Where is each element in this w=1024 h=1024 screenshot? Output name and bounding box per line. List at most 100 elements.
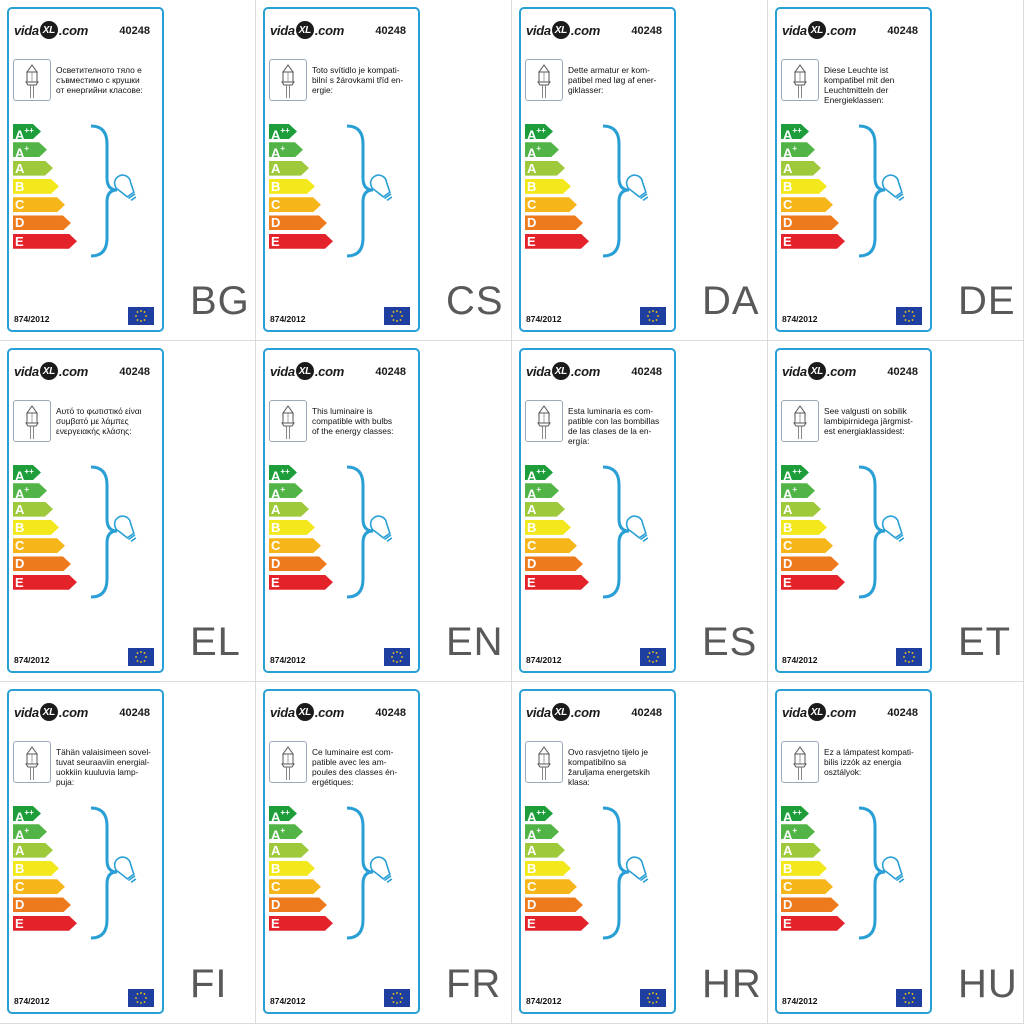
- energy-class-plus: +: [536, 826, 542, 836]
- energy-class-letter: D: [527, 215, 537, 231]
- label-cell-bg: vida XL .com 40248 Осветителното тяло е съ…: [0, 0, 256, 341]
- energy-class-letter: A: [783, 501, 793, 517]
- lamp-icon: [781, 400, 819, 442]
- brand-mark: XL: [807, 21, 826, 39]
- energy-class-plus: ++: [280, 467, 290, 476]
- energy-class-bar: A++: [269, 806, 297, 821]
- brace-bulb-icon: [858, 806, 905, 940]
- energy-class-letter: A: [15, 145, 25, 161]
- eu-flag-icon: [384, 989, 410, 1007]
- brand-suffix: .com: [314, 704, 344, 720]
- brand-logo: vida XL .com: [14, 362, 88, 380]
- brand-mark: XL: [551, 362, 570, 380]
- energy-class-bar: A+: [269, 824, 303, 839]
- energy-class-letter: B: [783, 178, 793, 194]
- brand-mark: XL: [551, 21, 570, 39]
- eu-flag-icon: [128, 307, 154, 325]
- energy-class-letter: E: [527, 233, 536, 249]
- energy-class-letter: A: [527, 809, 537, 825]
- regulation-number: 874/2012: [270, 996, 306, 1006]
- brand-prefix: vida: [782, 363, 807, 379]
- brand-suffix: .com: [570, 704, 600, 720]
- label-cell-de: vida XL .com 40248 Diese Leuchte ist kompa…: [768, 0, 1024, 341]
- energy-class-letter: D: [271, 556, 281, 572]
- energy-class-letter: D: [15, 215, 25, 231]
- energy-label-card: vida XL .com 40248 See valgusti on sobilik…: [775, 348, 932, 673]
- energy-class-letter: D: [527, 897, 537, 913]
- energy-class-letter: A: [271, 468, 281, 484]
- energy-class-plus: +: [24, 144, 30, 154]
- energy-class-bar: A++: [525, 124, 553, 139]
- compatibility-text: Esta luminaria es com- patible con las b…: [568, 406, 660, 446]
- energy-class-scale: A++ A+ A B C D E: [13, 806, 77, 934]
- energy-class-bar: A+: [525, 483, 559, 498]
- energy-class-bar: D: [269, 897, 327, 912]
- energy-class-letter: B: [271, 860, 281, 876]
- energy-class-bar: A+: [525, 824, 559, 839]
- energy-class-bar: A++: [781, 806, 809, 821]
- compatibility-text: Αυτό το φωτιστικό είναι συμβατό με λάμπε…: [56, 406, 142, 436]
- energy-class-letter: A: [15, 127, 25, 143]
- energy-class-letter: C: [271, 538, 281, 554]
- label-cell-hr: vida XL .com 40248 Ovo rasvjetno tijelo je…: [512, 682, 768, 1024]
- compatibility-text: Ovo rasvjetno tijelo je kompatibilno sa …: [568, 747, 650, 787]
- regulation-number: 874/2012: [526, 314, 562, 324]
- energy-class-bar: E: [525, 234, 589, 249]
- energy-class-plus: +: [792, 144, 798, 154]
- energy-class-letter: B: [527, 860, 537, 876]
- lamp-icon: [13, 400, 51, 442]
- compatibility-text: Toto svítidlo je kompati- bilní s žárovk…: [312, 65, 404, 95]
- eu-flag-icon: [384, 307, 410, 325]
- energy-class-bar: E: [13, 916, 77, 931]
- energy-class-bar: E: [781, 575, 845, 590]
- energy-class-bar: E: [13, 575, 77, 590]
- energy-class-bar: A++: [781, 124, 809, 139]
- energy-class-letter: B: [15, 178, 25, 194]
- energy-class-letter: A: [783, 809, 793, 825]
- energy-class-bar: C: [525, 538, 577, 553]
- lamp-icon: [781, 59, 819, 101]
- energy-class-letter: E: [271, 574, 280, 590]
- brand-logo: vida XL .com: [526, 362, 600, 380]
- energy-class-bar: C: [13, 197, 65, 212]
- energy-class-bar: E: [269, 234, 333, 249]
- energy-class-letter: A: [527, 827, 537, 843]
- energy-class-bar: A++: [269, 124, 297, 139]
- brace-bulb-icon: [602, 806, 649, 940]
- label-cell-es: vida XL .com 40248 Esta luminaria es com- …: [512, 341, 768, 682]
- energy-class-bar: E: [781, 234, 845, 249]
- brand-logo: vida XL .com: [526, 21, 600, 39]
- energy-class-letter: E: [527, 574, 536, 590]
- energy-class-letter: A: [271, 501, 281, 517]
- energy-class-letter: A: [271, 827, 281, 843]
- model-number: 40248: [887, 707, 918, 719]
- energy-class-letter: A: [271, 127, 281, 143]
- energy-class-letter: B: [15, 519, 25, 535]
- brace-bulb-icon: [90, 806, 137, 940]
- energy-class-letter: E: [527, 915, 536, 931]
- brace-bulb-icon: [858, 124, 905, 258]
- energy-class-scale: A++ A+ A B C D E: [13, 465, 77, 593]
- brace-bulb-icon: [602, 124, 649, 258]
- energy-class-bar: A: [269, 161, 309, 176]
- energy-class-letter: A: [527, 127, 537, 143]
- model-number: 40248: [631, 25, 662, 37]
- brand-suffix: .com: [826, 22, 856, 38]
- energy-class-bar: D: [269, 215, 327, 230]
- energy-label-card: vida XL .com 40248 Diese Leuchte ist kompa…: [775, 7, 932, 332]
- energy-class-bar: A: [269, 843, 309, 858]
- brace-bulb-icon: [90, 124, 137, 258]
- energy-class-plus: +: [280, 485, 286, 495]
- energy-class-bar: A: [13, 843, 53, 858]
- energy-class-bar: A+: [13, 142, 47, 157]
- lamp-icon: [269, 59, 307, 101]
- compatibility-text: Осветителното тяло е съвместимо с крушки…: [56, 65, 143, 95]
- brand-mark: XL: [295, 362, 314, 380]
- energy-class-letter: D: [527, 556, 537, 572]
- brand-prefix: vida: [782, 704, 807, 720]
- eu-flag-icon: [128, 989, 154, 1007]
- energy-class-plus: ++: [24, 467, 34, 476]
- brand-prefix: vida: [782, 22, 807, 38]
- energy-label-card: vida XL .com 40248 Esta luminaria es com- …: [519, 348, 676, 673]
